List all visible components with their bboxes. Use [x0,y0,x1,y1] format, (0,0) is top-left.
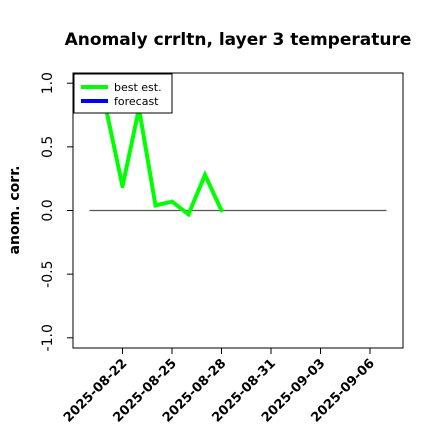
series-line-0 [104,108,224,218]
chart-title: Anomaly crrltn, layer 3 temperature [65,30,412,50]
y-tick-label: -0.5 [40,260,56,287]
data-point [203,172,207,177]
y-tick-label: -1.0 [40,324,56,351]
legend: best est. forecast [73,73,173,114]
legend-box [73,73,173,114]
data-point [153,203,158,208]
x-axis: 2025-08-222025-08-252025-08-282025-08-31… [61,348,378,426]
series-layer [104,106,224,218]
data-point [219,208,224,213]
y-axis-label: anom. corr. [7,166,23,255]
legend-label-best-est: best est. [114,81,162,94]
y-axis: -1.0 -0.5 0.0 0.5 1.0 [40,72,73,351]
data-point [170,199,174,204]
legend-label-forecast: forecast [114,95,159,108]
y-tick-label: 0.0 [40,199,56,221]
y-tick-label: 1.0 [40,72,56,94]
data-point [186,212,191,217]
y-tick-label: 0.5 [40,136,56,158]
data-point [120,184,125,189]
